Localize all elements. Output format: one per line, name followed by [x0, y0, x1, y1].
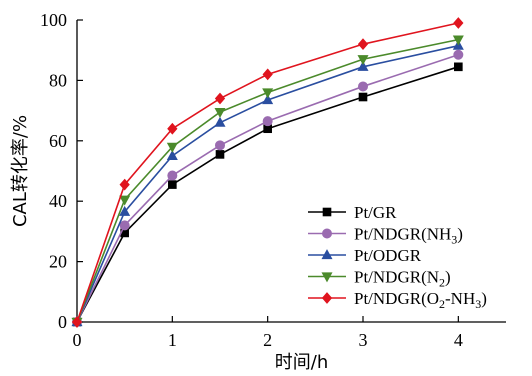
legend-marker: [322, 207, 332, 217]
legend-marker: [321, 228, 332, 239]
data-point: [214, 92, 226, 105]
legend-item: Pt/GR: [308, 203, 397, 222]
y-tick-label: 100: [40, 10, 67, 30]
legend-marker: [321, 292, 333, 304]
y-tick-label: 40: [49, 191, 67, 211]
legend-label-part: 2: [439, 276, 445, 290]
legend-label-part: -NH: [445, 289, 475, 308]
legend-label: Pt/NDGR(O2-NH3): [354, 289, 487, 311]
x-tick-label: 4: [454, 330, 463, 350]
legend-item: Pt/NDGR(N2): [308, 268, 451, 290]
legend-label-part: Pt/NDGR(NH: [354, 225, 451, 244]
legend-marker: [321, 272, 333, 283]
legend-label-part: Pt/ODGR: [354, 246, 422, 265]
data-point: [214, 140, 225, 151]
legend-label: Pt/GR: [354, 203, 397, 222]
y-tick-label: 80: [49, 70, 67, 90]
data-point: [119, 195, 131, 206]
legend-item: Pt/NDGR(O2-NH3): [308, 289, 487, 311]
data-point: [453, 17, 464, 29]
legend-label-part: ): [457, 225, 463, 244]
data-point: [453, 49, 464, 60]
legend-item: Pt/ODGR: [308, 246, 422, 265]
data-point: [71, 316, 83, 328]
data-point: [262, 116, 273, 127]
legend-label-part: Pt/NDGR(N: [354, 268, 439, 287]
data-point: [357, 60, 369, 71]
data-point: [119, 178, 130, 191]
y-tick-label: 20: [49, 252, 67, 272]
data-point: [119, 205, 131, 216]
data-point: [167, 122, 178, 135]
data-point: [357, 81, 368, 92]
legend-label: Pt/NDGR(N2): [354, 268, 451, 290]
data-point: [358, 92, 368, 102]
data-point: [262, 68, 273, 81]
legend-label-part: 3: [475, 297, 481, 311]
legend-label: Pt/NDGR(NH3): [354, 225, 463, 247]
x-tick-label: 0: [73, 330, 82, 350]
data-point: [357, 38, 369, 51]
legend-label-part: Pt/NDGR(O: [354, 289, 439, 308]
series-4: [71, 17, 464, 328]
data-point: [454, 62, 463, 72]
data-point: [262, 88, 274, 99]
x-tick-label: 1: [168, 330, 177, 350]
data-point: [166, 150, 178, 160]
y-tick-label: 60: [49, 131, 67, 151]
data-point: [215, 150, 225, 159]
legend-item: Pt/NDGR(NH3): [308, 225, 463, 247]
data-point: [166, 142, 178, 153]
data-point: [214, 116, 226, 127]
data-point: [167, 170, 178, 181]
y-tick-label: 0: [58, 312, 67, 332]
x-tick-label: 3: [359, 330, 368, 350]
data-point: [357, 55, 369, 66]
legend-label-part: 3: [451, 233, 457, 247]
data-point: [452, 35, 464, 46]
data-point: [262, 94, 274, 105]
x-axis-title: 时间/h: [275, 352, 328, 373]
legend-label-part: 2: [439, 297, 445, 311]
data-point: [168, 180, 177, 189]
y-axis-title: CAL转化率/%: [10, 115, 31, 227]
series-layer: [71, 17, 464, 328]
data-point: [119, 220, 130, 231]
data-point: [214, 108, 226, 118]
legend-label-part: ): [445, 268, 451, 287]
legend-marker: [321, 249, 333, 260]
legend-label: Pt/ODGR: [354, 246, 422, 265]
x-tick-label: 2: [263, 330, 272, 350]
legend-label-part: Pt/GR: [354, 203, 397, 222]
legend-label-part: ): [481, 289, 487, 308]
legend: Pt/GRPt/NDGR(NH3)Pt/ODGRPt/NDGR(N2)Pt/ND…: [308, 203, 487, 311]
